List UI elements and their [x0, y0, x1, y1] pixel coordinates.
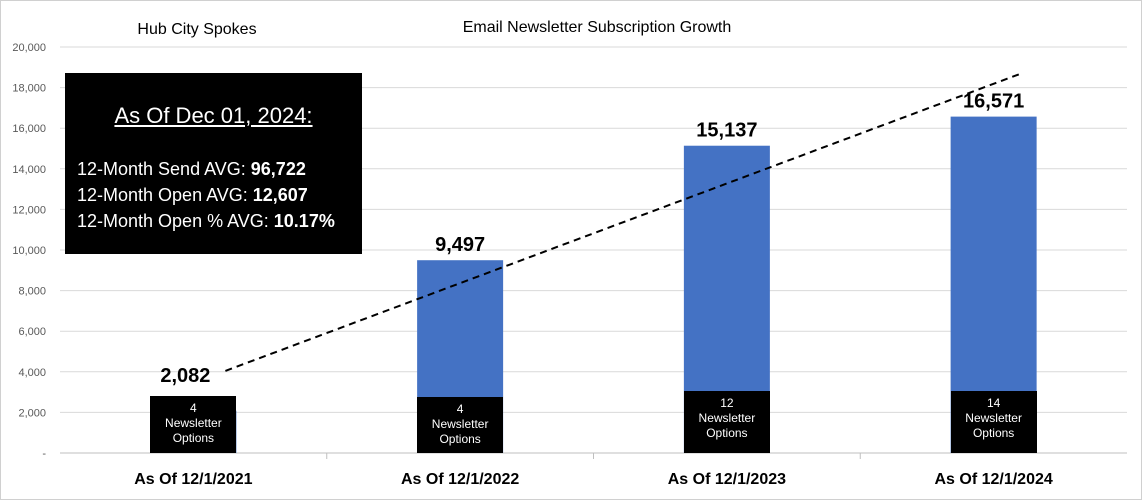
summary-heading: As Of Dec 01, 2024: [114, 103, 313, 128]
summary-label: 12-Month Open AVG: [77, 185, 253, 205]
summary-value: 96,722 [250, 159, 306, 179]
x-category-label: As Of 12/1/2021 [134, 471, 252, 488]
newsletter-options-box: 12 Newsletter Options [683, 391, 770, 453]
y-tick-label: 12,000 [12, 204, 46, 216]
x-category-label: As Of 12/1/2023 [668, 471, 786, 488]
y-tick-label: 18,000 [12, 83, 46, 95]
newsletter-options-box: 4 Newsletter Options [417, 397, 504, 453]
newsletter-options-line1: Newsletter [965, 411, 1022, 425]
chart-title: Email Newsletter Subscription Growth [463, 19, 732, 36]
newsletter-options-count: 12 [720, 396, 734, 410]
trendline [225, 72, 1021, 372]
newsletter-options-box: 4 Newsletter Options [150, 396, 237, 453]
summary-row-send: 12-Month Send AVG: 96,722 [77, 159, 306, 180]
y-tick-label: 14,000 [12, 164, 46, 176]
y-tick-label: 10,000 [12, 245, 46, 257]
newsletter-options-line1: Newsletter [165, 416, 222, 430]
newsletter-options-line2: Options [972, 426, 1015, 440]
newsletter-options-count: 4 [190, 401, 197, 415]
newsletter-options-count: 4 [456, 402, 464, 416]
y-tick-label: 2,000 [18, 407, 46, 419]
summary-label: 12-Month Open % AVG: [77, 211, 274, 231]
y-tick-label: 16,000 [12, 123, 46, 135]
chart-subtitle: Hub City Spokes [137, 21, 256, 38]
y-tick-label: 4,000 [18, 367, 46, 379]
newsletter-options-line2: Options [706, 426, 748, 440]
summary-label: 12-Month Send AVG: [77, 159, 251, 179]
newsletter-options-line1: Newsletter [698, 411, 756, 425]
data-label: 16,571 [963, 91, 1024, 113]
newsletter-options-box: 14 Newsletter Options [950, 391, 1037, 453]
summary-box: As Of Dec 01, 2024: 12-Month Send AVG: 9… [65, 73, 362, 254]
newsletter-options-line2: Options [172, 431, 215, 445]
summary-value: 12,607 [252, 185, 308, 205]
x-category-label: As Of 12/1/2024 [934, 471, 1052, 488]
y-tick-label: 8,000 [18, 286, 46, 298]
newsletter-options-line2: Options [439, 432, 481, 446]
newsletter-options-count: 14 [986, 396, 1001, 410]
newsletter-options-line1: Newsletter [431, 417, 489, 431]
y-tick-label: - [42, 448, 46, 460]
y-tick-label: 6,000 [18, 326, 46, 338]
data-label: 9,497 [435, 234, 485, 256]
data-label: 15,137 [696, 120, 757, 142]
data-label: 2,082 [160, 365, 210, 387]
summary-row-open-pct: 12-Month Open % AVG: 10.17% [77, 211, 335, 232]
summary-row-open: 12-Month Open AVG: 12,607 [77, 185, 308, 206]
summary-value: 10.17% [273, 211, 335, 231]
x-category-label: As Of 12/1/2022 [401, 471, 519, 488]
y-tick-label: 20,000 [12, 42, 46, 54]
